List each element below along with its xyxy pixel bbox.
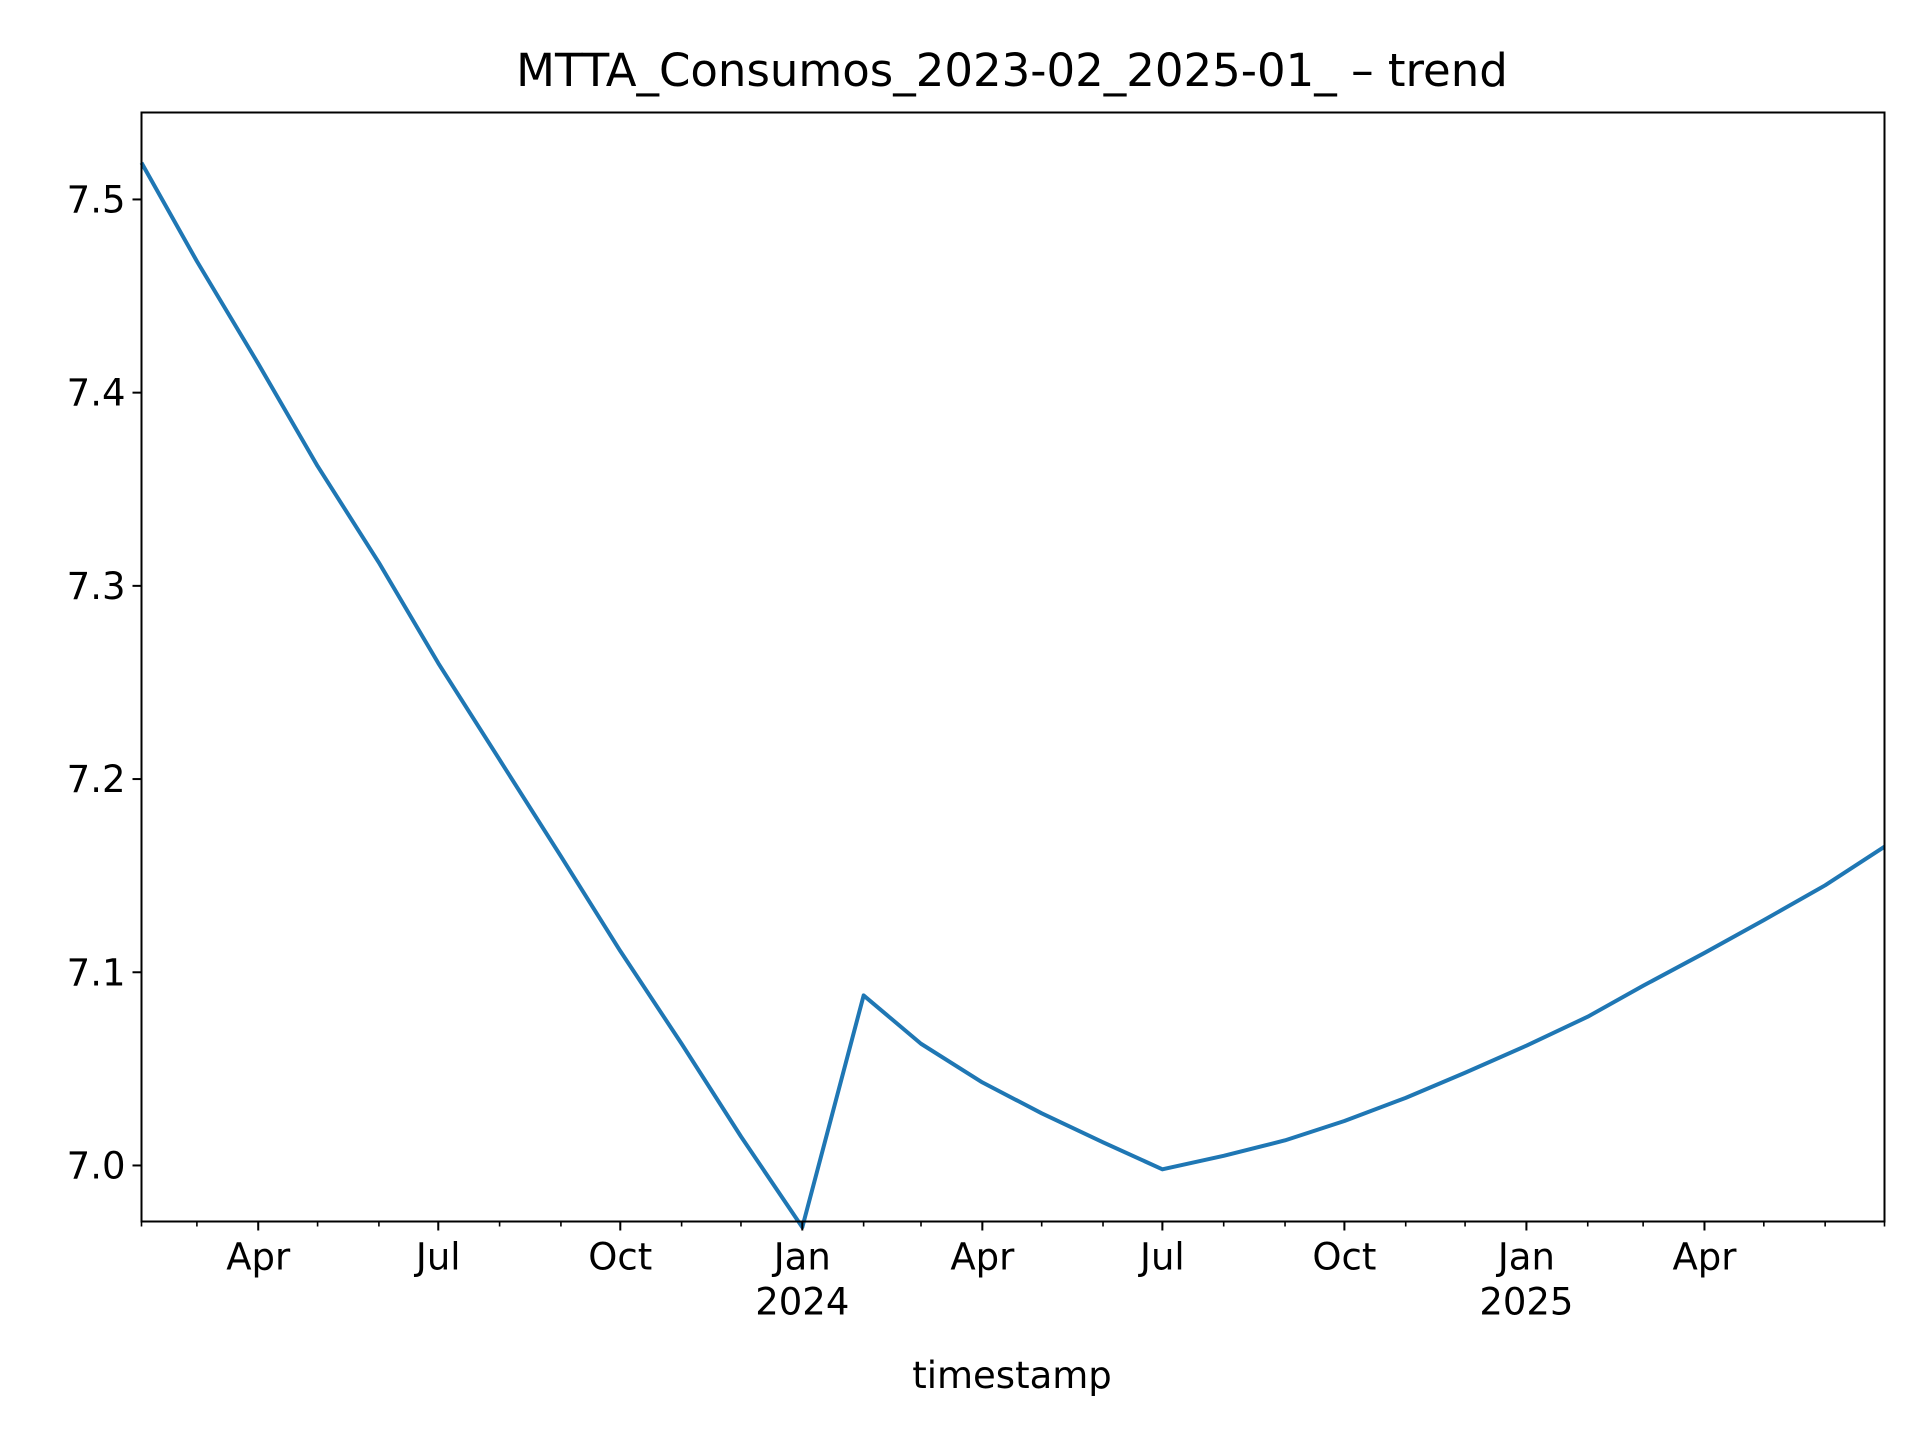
y-tick-label: 7.3 (67, 565, 126, 608)
series-line-0 (139, 161, 1886, 1230)
plot-area (139, 161, 1886, 1230)
y-tick-label: 7.1 (67, 951, 126, 994)
plot-frame (140, 111, 1886, 1223)
x-tick-label: Oct (1312, 1236, 1376, 1279)
x-tick-label: Jan (1496, 1236, 1555, 1279)
chart-title: MTTA_Consumos_2023-02_2025-01_ – trend (516, 44, 1508, 97)
x-tick-year-label: 2025 (1479, 1281, 1573, 1324)
x-tick-label: Jul (1138, 1236, 1185, 1279)
x-tick-label: Apr (1672, 1236, 1737, 1279)
x-tick-label: Jul (414, 1236, 461, 1279)
x-tick-label: Apr (950, 1236, 1015, 1279)
y-tick-label: 7.2 (67, 758, 126, 801)
x-tick-label: Apr (226, 1236, 291, 1279)
y-tick-label: 7.5 (67, 178, 126, 221)
x-tick-year-label: 2024 (755, 1281, 849, 1324)
x-tick-label: Jan (772, 1236, 831, 1279)
x-tick-label: Oct (588, 1236, 652, 1279)
x-axis-label: timestamp (912, 1354, 1112, 1397)
y-tick-label: 7.4 (67, 372, 126, 415)
y-tick-label: 7.0 (67, 1144, 126, 1187)
